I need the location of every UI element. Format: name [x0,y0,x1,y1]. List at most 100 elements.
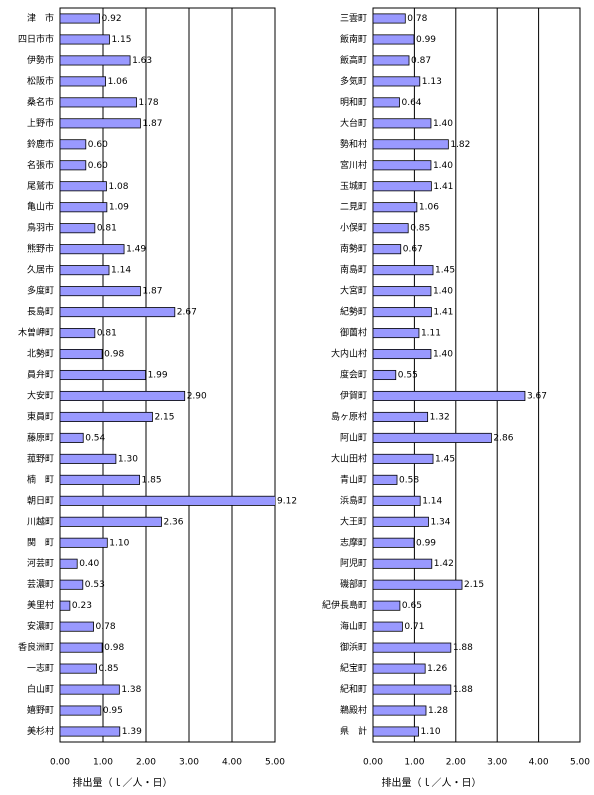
value-label: 1.11 [421,329,441,339]
bar [60,558,78,569]
y-tick-label: 大台町 [340,117,367,129]
bar [373,579,463,590]
bar [373,684,452,695]
y-tick-label: 一志町 [27,662,54,674]
y-tick-label: 三雲町 [340,13,367,24]
bar [373,369,397,381]
y-tick-label: 海山町 [340,620,367,632]
bar [60,663,97,674]
bar [60,286,141,297]
bar [60,453,117,464]
value-label: 0.98 [104,643,124,653]
value-label: 0.23 [72,601,92,611]
y-tick-label: 松阪市 [27,75,54,87]
bar [373,726,419,737]
y-tick-label: 員弁町 [27,369,54,381]
bar [373,160,432,171]
value-label: 1.42 [434,559,454,569]
value-label: 2.90 [187,391,207,401]
y-tick-label: 木曽岬町 [18,327,54,339]
bar [373,76,421,87]
bar [373,55,410,66]
y-tick-label: 大王町 [340,515,367,527]
bar [60,432,84,443]
y-tick-label: 大宮町 [340,285,367,297]
bar [60,307,176,318]
value-label: 9.12 [277,496,297,506]
x-tick-label: 5.00 [265,758,285,768]
value-label: 0.54 [85,433,105,443]
y-tick-label: 川越町 [27,515,54,527]
y-tick-label: 朝日町 [27,495,54,506]
bar [373,223,409,234]
value-label: 1.85 [142,475,162,485]
bar [60,265,110,276]
value-label: 1.41 [433,308,453,318]
value-label: 0.64 [401,98,421,108]
y-tick-label: 多気町 [340,75,367,87]
value-label: 1.28 [428,706,448,716]
value-label: 1.49 [126,245,146,255]
value-label: 0.87 [411,56,431,66]
bar [60,13,100,24]
value-label: 0.85 [99,664,119,674]
value-label: 0.85 [410,224,430,234]
y-tick-label: 熊野市 [27,243,54,255]
bar [60,139,87,150]
value-label: 1.06 [419,203,439,213]
x-tick-label: 2.00 [446,758,466,768]
y-tick-label: 東員町 [27,410,54,422]
bar [60,516,162,527]
value-label: 1.10 [109,538,129,548]
value-label: 1.41 [433,182,453,192]
bar [60,411,153,422]
x-tick-label: 1.00 [93,758,113,768]
bar [373,328,420,339]
value-label: 2.67 [177,308,197,318]
bar [60,202,108,213]
value-label: 1.34 [430,517,450,527]
y-tick-label: 楠 町 [27,473,54,485]
y-tick-label: 度会町 [340,369,367,381]
y-tick-label: 多度町 [27,285,54,297]
bar [373,307,432,318]
value-label: 1.40 [433,161,453,171]
y-tick-label: 御薗村 [340,327,367,339]
bar [60,76,106,87]
y-tick-label: 津 市 [27,12,54,24]
bar [373,13,406,24]
value-label: 0.55 [398,371,418,381]
x-tick-label: 4.00 [222,758,242,768]
x-tick-label: 5.00 [570,758,590,768]
bar [373,705,427,716]
bar [60,55,131,66]
bar [373,286,432,297]
bar [60,244,125,255]
bar [373,97,400,108]
value-label: 1.15 [111,35,131,45]
y-tick-label: 関 町 [27,537,54,548]
value-label: 1.30 [118,454,138,464]
y-tick-label: 上野市 [27,117,54,129]
bar [373,34,415,45]
y-tick-label: 磯部町 [340,578,367,590]
bar [373,139,449,150]
value-label: 0.81 [97,224,117,234]
bar [60,34,110,45]
value-label: 2.15 [154,412,174,422]
bar [60,160,87,171]
y-tick-label: 紀宝町 [340,662,367,674]
bar [60,495,275,506]
value-label: 1.39 [122,727,142,737]
y-tick-label: 大山田村 [331,452,367,464]
y-tick-label: 紀和町 [340,683,367,695]
x-tick-label: 0.00 [50,758,70,768]
y-tick-label: 玉城町 [340,181,367,192]
bar [373,118,432,129]
y-tick-label: 藤原町 [27,431,54,443]
value-label: 0.78 [96,622,116,632]
y-tick-label: 飯南町 [340,33,367,45]
value-label: 0.67 [403,245,423,255]
bar [373,621,403,632]
value-label: 1.82 [450,140,470,150]
